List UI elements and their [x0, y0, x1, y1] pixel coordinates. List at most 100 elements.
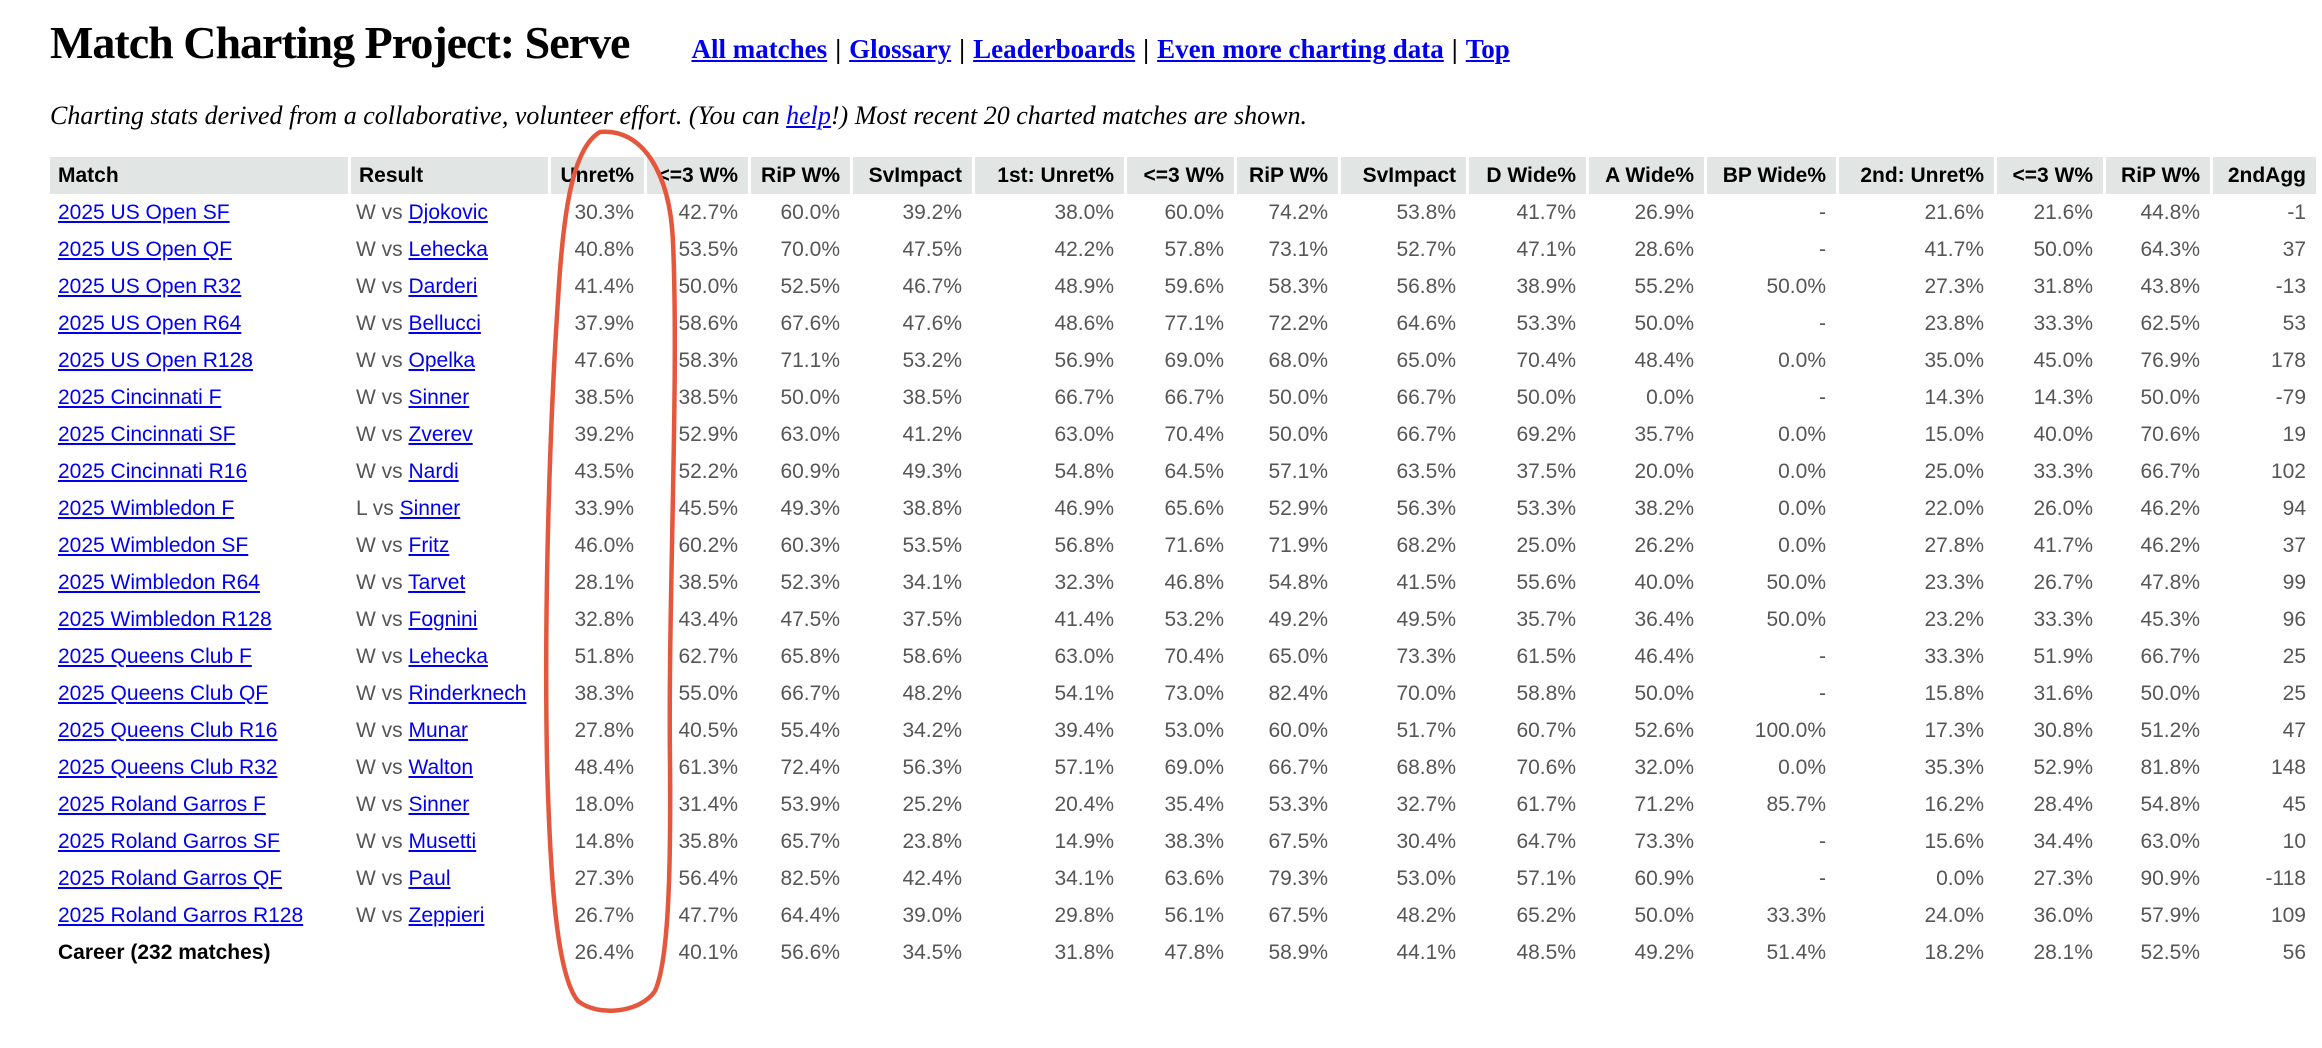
stat-cell-rip-w: 60.3% — [748, 527, 850, 564]
match-link[interactable]: 2025 Wimbledon R64 — [58, 570, 260, 594]
stat-cell-2ndagg: 99 — [2210, 564, 2316, 601]
match-link[interactable]: 2025 US Open QF — [58, 237, 232, 261]
opponent-link[interactable]: Walton — [408, 755, 474, 779]
match-link[interactable]: 2025 Cincinnati SF — [58, 422, 236, 446]
match-link[interactable]: 2025 Queens Club R32 — [58, 755, 278, 779]
opponent-link[interactable]: Bellucci — [408, 311, 481, 335]
stat-cell-d-wide: 50.0% — [1466, 379, 1586, 416]
stat-cell-rip-w: 66.7% — [748, 675, 850, 712]
match-link[interactable]: 2025 US Open R32 — [58, 274, 242, 298]
result-cell: W vs Bellucci — [348, 305, 548, 342]
match-cell: 2025 Roland Garros QF — [50, 860, 348, 897]
stat-cell-a-wide: 26.9% — [1586, 194, 1704, 231]
stat-cell-1st-unret: 41.4% — [972, 601, 1124, 638]
nav-link-even-more-charting-data[interactable]: Even more charting data — [1157, 34, 1444, 64]
match-link[interactable]: 2025 US Open R64 — [58, 311, 242, 335]
match-link[interactable]: 2025 Wimbledon F — [58, 496, 235, 520]
opponent-link[interactable]: Sinner — [408, 385, 470, 409]
nav-link-all-matches[interactable]: All matches — [691, 34, 828, 64]
stat-cell-3-w: 28.4% — [1994, 786, 2103, 823]
career-summary-row: Career (232 matches) 26.4% 40.1% 56.6% 34.5%… — [50, 934, 2316, 971]
stat-cell-rip-w: 65.7% — [748, 823, 850, 860]
match-link[interactable]: 2025 Cincinnati F — [58, 385, 222, 409]
nav-link-top[interactable]: Top — [1465, 34, 1510, 64]
opponent-link[interactable]: Lehecka — [408, 237, 488, 261]
stat-cell-a-wide: 73.3% — [1586, 823, 1704, 860]
match-link[interactable]: 2025 Cincinnati R16 — [58, 459, 248, 483]
stat-cell-2ndagg: 56 — [2210, 934, 2316, 971]
stat-cell-3-w: 71.6% — [1124, 527, 1234, 564]
match-link[interactable]: 2025 Queens Club R16 — [58, 718, 278, 742]
stat-cell-rip-w: 53.9% — [748, 786, 850, 823]
stat-cell-rip-w: 58.9% — [1234, 934, 1338, 971]
nav-separator: | — [835, 34, 842, 64]
opponent-link[interactable]: Nardi — [408, 459, 459, 483]
opponent-link[interactable]: Opelka — [408, 348, 476, 372]
opponent-link[interactable]: Zverev — [408, 422, 473, 446]
stat-cell-svimpact: 41.2% — [850, 416, 972, 453]
match-link[interactable]: 2025 Queens Club QF — [58, 681, 269, 705]
match-link[interactable]: 2025 US Open R128 — [58, 348, 253, 372]
stat-cell-svimpact: 47.5% — [850, 231, 972, 268]
nav-link-leaderboards[interactable]: Leaderboards — [973, 34, 1136, 64]
stat-cell-rip-w: 54.8% — [1234, 564, 1338, 601]
match-cell: 2025 Queens Club QF — [50, 675, 348, 712]
result-cell: W vs Lehecka — [348, 638, 548, 675]
nav-link-glossary[interactable]: Glossary — [849, 34, 952, 64]
opponent-link[interactable]: Sinner — [399, 496, 461, 520]
stat-cell-bp-wide: 0.0% — [1704, 416, 1836, 453]
stat-cell-3-w: 53.5% — [644, 231, 748, 268]
stat-cell-d-wide: 41.7% — [1466, 194, 1586, 231]
opponent-link[interactable]: Munar — [408, 718, 469, 742]
stat-cell-3-w: 55.0% — [644, 675, 748, 712]
stat-cell-rip-w: 44.8% — [2103, 194, 2210, 231]
stat-cell-rip-w: 82.5% — [748, 860, 850, 897]
stat-cell-rip-w: 70.0% — [748, 231, 850, 268]
stat-cell-bp-wide: 50.0% — [1704, 564, 1836, 601]
stat-cell-rip-w: 50.0% — [2103, 379, 2210, 416]
match-link[interactable]: 2025 Wimbledon R128 — [58, 607, 272, 631]
stat-cell-svimpact: 66.7% — [1338, 416, 1466, 453]
column-header-3-w: <=3 W% — [1994, 157, 2103, 194]
stat-cell-svimpact: 58.6% — [850, 638, 972, 675]
stat-cell-2nd-unret: 27.8% — [1836, 527, 1994, 564]
opponent-link[interactable]: Djokovic — [408, 200, 488, 224]
match-link[interactable]: 2025 Wimbledon SF — [58, 533, 249, 557]
stat-cell-2nd-unret: 15.0% — [1836, 416, 1994, 453]
opponent-link[interactable]: Tarvet — [408, 570, 466, 594]
match-link[interactable]: 2025 US Open SF — [58, 200, 230, 224]
stat-cell-unret: 48.4% — [548, 749, 644, 786]
stat-cell-2ndagg: -1 — [2210, 194, 2316, 231]
opponent-link[interactable]: Musetti — [408, 829, 477, 853]
stat-cell-3-w: 38.5% — [644, 379, 748, 416]
career-label: Career (232 matches) — [58, 940, 271, 964]
stat-cell-d-wide: 37.5% — [1466, 453, 1586, 490]
serve-stats-table: Match Result Unret% <=3 W% RiP W% SvImpact 1st… — [50, 157, 2316, 971]
match-link[interactable]: 2025 Queens Club F — [58, 644, 252, 668]
opponent-link[interactable]: Fognini — [408, 607, 478, 631]
stat-cell-svimpact: 47.6% — [850, 305, 972, 342]
opponent-link[interactable]: Paul — [408, 866, 451, 890]
opponent-link[interactable]: Lehecka — [408, 644, 488, 668]
stat-cell-3-w: 30.8% — [1994, 712, 2103, 749]
opponent-link[interactable]: Fritz — [408, 533, 450, 557]
opponent-link[interactable]: Darderi — [408, 274, 478, 298]
match-link[interactable]: 2025 Roland Garros F — [58, 792, 266, 816]
opponent-link[interactable]: Rinderknech — [408, 681, 527, 705]
opponent-link[interactable]: Zeppieri — [408, 903, 485, 927]
help-link[interactable]: help — [786, 101, 831, 130]
stat-cell-bp-wide: - — [1704, 675, 1836, 712]
stat-cell-3-w: 56.1% — [1124, 897, 1234, 934]
column-header-3-w: <=3 W% — [644, 157, 748, 194]
stat-cell-2nd-unret: 18.2% — [1836, 934, 1994, 971]
opponent-link[interactable]: Sinner — [408, 792, 470, 816]
stat-cell-3-w: 52.9% — [1994, 749, 2103, 786]
stat-cell-bp-wide: 0.0% — [1704, 342, 1836, 379]
masthead: Match Charting Project: Serve All matche… — [50, 16, 2322, 69]
result-cell: W vs Rinderknech — [348, 675, 548, 712]
match-link[interactable]: 2025 Roland Garros SF — [58, 829, 280, 853]
match-link[interactable]: 2025 Roland Garros R128 — [58, 903, 304, 927]
match-link[interactable]: 2025 Roland Garros QF — [58, 866, 283, 890]
stat-cell-rip-w: 60.0% — [748, 194, 850, 231]
stat-cell-3-w: 35.8% — [644, 823, 748, 860]
